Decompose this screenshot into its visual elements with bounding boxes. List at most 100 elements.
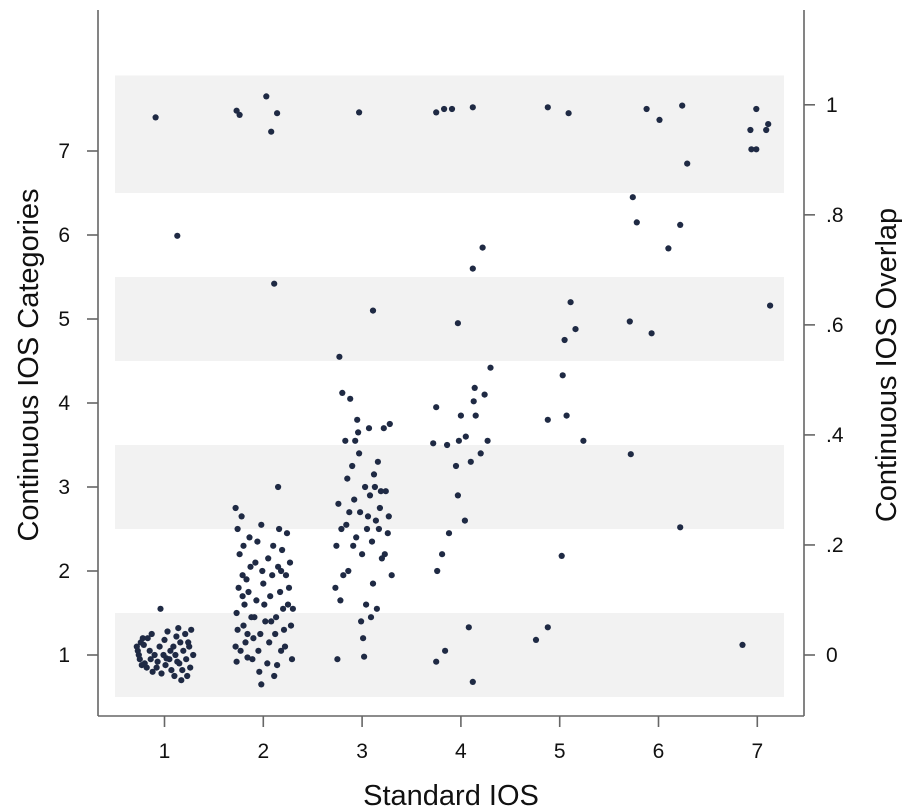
data-point: [484, 437, 491, 444]
data-point: [767, 302, 774, 309]
data-point: [244, 654, 251, 661]
data-point: [627, 451, 634, 458]
data-point: [234, 525, 241, 533]
data-point: [171, 672, 178, 680]
data-point: [274, 662, 281, 669]
data-point: [441, 105, 448, 113]
data-point: [434, 567, 441, 575]
data-point: [454, 492, 461, 499]
data-point: [452, 462, 460, 470]
shaded-band: [115, 613, 784, 697]
data-point: [633, 219, 640, 226]
data-point: [350, 542, 357, 549]
data-point: [684, 160, 691, 167]
data-point: [544, 624, 551, 631]
y2-tick-label: .8: [826, 204, 844, 227]
y-tick-label: 7: [58, 140, 70, 163]
data-point: [344, 475, 351, 482]
data-point: [161, 636, 168, 644]
data-point: [245, 588, 252, 596]
data-point: [136, 656, 143, 663]
data-point: [140, 641, 147, 649]
data-point: [237, 647, 244, 654]
data-point: [265, 555, 272, 562]
data-point: [239, 593, 246, 600]
data-point: [353, 534, 360, 541]
data-point: [174, 232, 181, 239]
data-point: [739, 641, 746, 649]
data-point: [168, 667, 175, 674]
data-point: [243, 576, 250, 583]
data-point: [439, 551, 446, 558]
data-point: [138, 662, 145, 669]
data-point: [365, 425, 373, 432]
data-point: [236, 111, 243, 118]
data-point: [277, 588, 284, 596]
data-point: [469, 265, 476, 272]
data-point: [260, 580, 267, 587]
y2-tick-label: .6: [826, 314, 844, 337]
data-point: [362, 483, 369, 491]
x-tick-label: 6: [653, 740, 665, 763]
data-point: [748, 146, 755, 153]
data-point: [544, 416, 551, 423]
data-point: [167, 647, 174, 654]
data-point: [275, 563, 282, 570]
data-point: [275, 483, 282, 491]
data-point: [677, 221, 684, 228]
data-point: [561, 336, 568, 344]
data-point: [366, 492, 374, 499]
x-axis-title: Standard IOS: [363, 780, 539, 812]
data-point: [267, 593, 274, 600]
data-point: [388, 572, 395, 579]
data-point: [288, 656, 296, 663]
data-point: [190, 651, 197, 659]
data-point: [372, 517, 379, 524]
data-point: [239, 572, 246, 579]
data-point: [283, 530, 291, 537]
data-point: [272, 630, 279, 638]
data-point: [278, 647, 285, 654]
data-point: [274, 110, 281, 117]
data-point: [369, 580, 377, 587]
data-point: [240, 542, 247, 549]
data-point: [643, 105, 650, 113]
data-point: [448, 105, 456, 113]
data-point: [629, 194, 636, 201]
data-point: [154, 658, 161, 665]
data-point: [347, 395, 354, 402]
x-tick-label: 5: [554, 740, 566, 763]
data-point: [270, 542, 277, 549]
data-point: [385, 513, 392, 520]
data-point: [180, 647, 187, 654]
data-point: [346, 509, 353, 516]
data-point: [376, 504, 383, 512]
data-point: [244, 630, 251, 638]
data-point: [337, 597, 344, 604]
x-tick-label: 3: [356, 740, 368, 763]
data-point: [339, 389, 346, 396]
data-point: [335, 500, 342, 507]
data-point: [271, 280, 278, 287]
data-point: [377, 488, 384, 495]
data-point: [139, 635, 146, 642]
data-point: [186, 643, 193, 650]
data-point: [364, 513, 372, 520]
data-point: [368, 538, 376, 545]
data-point: [461, 517, 468, 524]
data-point: [532, 636, 540, 644]
data-point: [481, 391, 488, 398]
data-point: [143, 664, 150, 671]
data-point: [242, 639, 249, 646]
data-point: [471, 384, 478, 391]
data-point: [289, 605, 296, 612]
data-point: [433, 658, 440, 665]
data-point: [188, 626, 195, 633]
y-tick-label: 1: [58, 644, 70, 667]
data-point: [334, 656, 341, 663]
data-point: [233, 609, 240, 617]
data-point: [472, 412, 479, 419]
data-point: [355, 429, 362, 436]
y-tick-label: 2: [58, 560, 70, 583]
